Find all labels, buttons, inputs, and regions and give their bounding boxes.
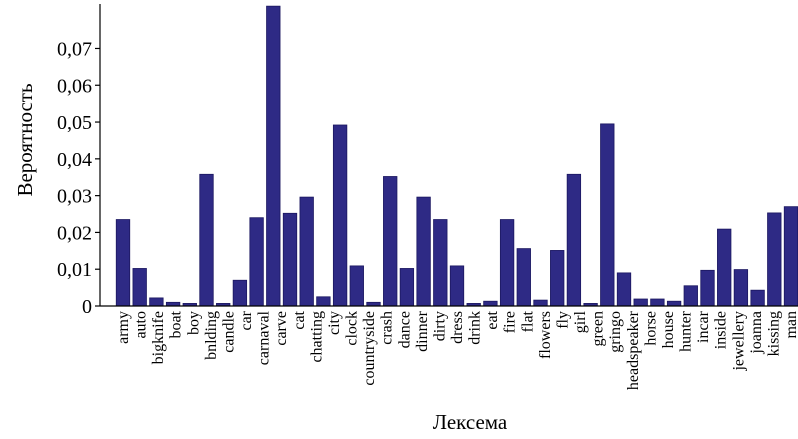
x-axis-title: Лексема [433, 410, 508, 434]
y-tick-label: 0,07 [57, 38, 92, 60]
x-tick-label: dress [449, 311, 466, 344]
bar [550, 250, 565, 307]
bars-group [115, 5, 798, 307]
x-tick-label: countryside [361, 311, 378, 386]
x-tick-label: girl [572, 310, 589, 333]
bar [633, 298, 648, 307]
x-tick-label: bigknife [150, 311, 167, 364]
x-tick-label: dinner [414, 310, 431, 352]
x-tick-label: house [660, 311, 677, 348]
x-tick-label: cat [291, 310, 308, 329]
bar [399, 268, 415, 307]
x-tick-label: auto [133, 311, 150, 339]
bar [433, 219, 448, 307]
x-tick-label: crash [379, 311, 396, 345]
bar [650, 298, 665, 307]
bar [767, 212, 782, 307]
bar [232, 279, 248, 307]
bar [783, 206, 798, 307]
bar [733, 269, 749, 307]
x-tick-label: man [783, 311, 798, 339]
bar [483, 300, 498, 307]
x-tick-label: hunter [678, 310, 695, 352]
bar [516, 248, 531, 307]
x-tick-label: flat [519, 310, 536, 332]
bar [666, 300, 682, 307]
y-ticks-group: 0 0,01 0,02 0,03 0,04 0,05 0,06 0,07 [57, 38, 100, 318]
bar [383, 176, 398, 307]
bar [282, 212, 298, 307]
x-tick-label: headspeaker [625, 310, 642, 390]
x-tick-label: eat [484, 310, 501, 329]
bar [349, 265, 364, 307]
bar [566, 173, 582, 307]
x-tick-label: carnaval [256, 310, 273, 365]
x-tick-label: joanna [748, 311, 765, 355]
x-tick-label: candle [220, 311, 237, 353]
bar [316, 296, 331, 307]
x-tick-label: incar [695, 310, 712, 343]
y-tick-label: 0 [82, 296, 92, 318]
x-labels-group: army auto bigknife boat boy bnlding candle car c… [115, 310, 798, 390]
bar [616, 272, 632, 307]
y-tick-label: 0,02 [57, 222, 92, 244]
bar [199, 173, 214, 307]
bar [132, 268, 147, 307]
x-tick-label: jewellery [730, 311, 747, 372]
x-tick-label: dance [396, 311, 413, 348]
bar [499, 219, 515, 307]
x-tick-label: boat [168, 310, 185, 338]
bar [717, 228, 732, 307]
bar [750, 289, 765, 307]
x-tick-label: clock [344, 311, 361, 346]
x-tick-label: horse [642, 311, 659, 346]
bar [533, 299, 548, 307]
bar [416, 196, 431, 307]
x-tick-label: city [326, 311, 343, 335]
bar [683, 285, 698, 307]
bar [149, 297, 164, 307]
bar [332, 124, 348, 307]
x-tick-label: drink [467, 311, 484, 345]
bar [299, 196, 314, 307]
x-tick-label: gringo [607, 311, 624, 353]
y-tick-label: 0,01 [57, 259, 92, 281]
x-tick-label: fly [554, 311, 571, 329]
x-tick-label: chatting [308, 311, 325, 363]
y-tick-label: 0,06 [57, 75, 92, 97]
x-tick-label: kissing [765, 311, 782, 356]
x-tick-label: inside [713, 311, 730, 349]
bar [449, 265, 465, 307]
x-tick-label: green [590, 311, 607, 347]
x-tick-label: dirty [431, 311, 448, 341]
x-tick-label: fire [502, 311, 519, 333]
y-tick-label: 0,03 [57, 186, 92, 208]
bar [249, 217, 264, 307]
y-tick-label: 0,04 [57, 149, 92, 171]
x-tick-label: carve [273, 311, 290, 346]
x-tick-label: army [115, 311, 132, 344]
bar [266, 5, 281, 307]
x-tick-label: car [238, 310, 255, 330]
bar [115, 219, 131, 307]
bar [700, 269, 715, 307]
x-tick-label: boy [185, 311, 202, 335]
x-tick-label: flowers [537, 311, 554, 359]
y-tick-label: 0,05 [57, 112, 92, 134]
bar [600, 123, 615, 307]
y-axis-title: Вероятность [13, 83, 37, 196]
x-tick-label: bnlding [203, 311, 220, 360]
